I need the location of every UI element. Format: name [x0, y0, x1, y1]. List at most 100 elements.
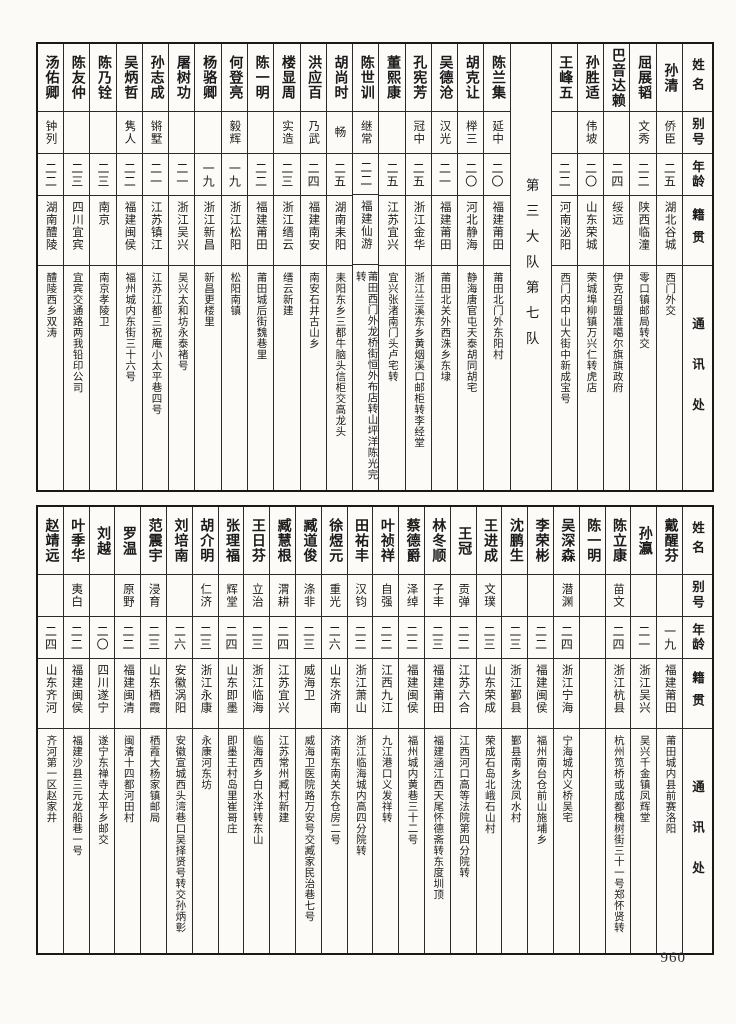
- person-name: 孔宪芳: [411, 55, 425, 100]
- person-age: 二四: [611, 162, 623, 188]
- person-name: 陈一明: [585, 518, 599, 563]
- person-address: 福州南台仓前山施埔乡: [535, 735, 547, 845]
- person-address: 缙云新建: [281, 272, 293, 316]
- person-alias: 畅: [333, 126, 345, 139]
- person-address: 福建涵江西天尾怀德斋转东度圳顶: [432, 735, 444, 900]
- person-name: 吴深森: [559, 518, 573, 563]
- person-column: 叶季华 夷白 二二 福建闽侯 福建沙县三元龙船巷一号: [63, 507, 89, 953]
- person-name: 孙瀛: [637, 526, 651, 556]
- person-column: 巴音达赖 二四 绥远 伊克召盟准噶尔旗旗政府: [603, 44, 629, 490]
- person-name: 陈友仲: [70, 55, 84, 100]
- person-name: 董熙康: [385, 55, 399, 100]
- person-native-place: 山东荣城: [584, 201, 596, 251]
- person-column: 臧慧根 渭耕 二四 江苏宜兴 江苏常州臧村新建: [269, 507, 295, 953]
- person-native-place: 浙江宁海: [560, 664, 572, 714]
- person-native-place: 江西九江: [380, 664, 392, 714]
- person-name: 胡尚时: [332, 55, 346, 100]
- person-address: 静海唐官屯天泰胡同胡宅: [465, 272, 477, 393]
- person-age: 二二: [70, 625, 82, 651]
- person-name: 林冬顺: [430, 518, 444, 563]
- person-name: 臧慧根: [276, 518, 290, 563]
- person-native-place: 浙江缙云: [281, 201, 293, 251]
- person-native-place: 江苏镇江: [149, 201, 161, 251]
- person-address: 宜兴张渚南门头卢宅转: [386, 272, 398, 382]
- person-address: 遂宁东禅寺太平乡邮交: [96, 735, 108, 845]
- header-column: 姓名 别号 年龄 籍贯 通讯处: [682, 44, 712, 490]
- person-name: 陈乃铨: [96, 55, 110, 100]
- person-column: 王峰五 二二 河南泌阳 西门内中山大街中新成宝号: [551, 44, 577, 490]
- person-address: 栖霞大杨家镇邮局: [148, 735, 160, 823]
- person-address: 莆田西门外龙桥街恒外布店转山坪洋陈光完转: [354, 271, 378, 490]
- person-column: 臧道俊 涤非 二三 威海卫 威海卫医院路万安号交臧家民治巷七号: [295, 507, 321, 953]
- person-column: 刘越 二〇 四川遂宁 遂宁东禅寺太平乡邮交: [89, 507, 115, 953]
- person-address: 威海卫医院路万安号交臧家民治巷七号: [303, 735, 315, 922]
- person-address: 莆田北关外西洙乡东埭: [439, 272, 451, 382]
- person-address: 即墨王村岛里崔哥庄: [225, 735, 237, 834]
- person-name: 楼显周: [280, 55, 294, 100]
- squad-divider-column: 第三大队第七队: [510, 44, 551, 490]
- person-alias: 苗文: [612, 583, 624, 608]
- person-age: 二二: [255, 162, 267, 188]
- person-name: 孙胜适: [584, 55, 598, 100]
- person-address: 新昌更楼里: [202, 272, 214, 327]
- person-age: 二三: [251, 625, 263, 651]
- person-age: 二四: [612, 625, 624, 651]
- person-alias: 侨臣: [663, 120, 675, 145]
- person-name: 巴音达赖: [610, 48, 624, 108]
- person-address: 莆田城内县前赛洛阳: [664, 735, 676, 834]
- person-age: 一九: [228, 162, 240, 188]
- person-native-place: 福建莆田: [254, 201, 266, 251]
- person-name: 胡介明: [198, 518, 212, 563]
- person-native-place: 江苏宜兴: [276, 664, 288, 714]
- person-name: 赵靖远: [43, 518, 57, 563]
- person-alias: 仁济: [199, 583, 211, 608]
- person-native-place: 湖北谷城: [663, 201, 675, 251]
- person-age: 一九: [202, 162, 214, 188]
- person-native-place: 福建莆田: [431, 664, 443, 714]
- person-alias: 泽绰: [406, 583, 418, 608]
- person-native-place: 浙江吴兴: [176, 201, 188, 251]
- person-alias: 延中: [491, 120, 503, 145]
- person-native-place: 南京: [97, 201, 109, 226]
- person-column: 屠树功 二一 浙江吴兴 吴兴太和坊永泰褚号: [168, 44, 194, 490]
- person-column: 吴德沧 汉光 二一 福建莆田 莆田北关外西洙乡东埭: [431, 44, 457, 490]
- person-address: 荣城埠柳镇万兴仁转虎店: [585, 272, 597, 393]
- person-address: 齐河第一区赵家井: [45, 735, 57, 823]
- person-native-place: 山东齐河: [44, 664, 56, 714]
- person-native-place: 绥远: [611, 201, 623, 226]
- person-column: 孔宪芳 冠中 二五 浙江金华 浙江兰溪东乡黄烟溪口邮柜转李经堂: [405, 44, 431, 490]
- person-age: 二一: [176, 162, 188, 188]
- person-native-place: 福建闽侯: [405, 664, 417, 714]
- person-column: 孙瀛 二一 浙江吴兴 吴兴千金镇凤辉堂: [630, 507, 656, 953]
- person-name: 陈立康: [611, 518, 625, 563]
- person-address: 安徽宣城西头湾巷口吴择贤号转交孙炳彰: [174, 735, 186, 933]
- person-age: 二三: [97, 162, 109, 188]
- person-column: 杨骆卿 一九 浙江新昌 新昌更楼里: [194, 44, 220, 490]
- person-name: 刘培南: [172, 518, 186, 563]
- person-name: 戴醒芬: [663, 518, 677, 563]
- person-age: 二二: [45, 162, 57, 188]
- person-name: 杨骆卿: [201, 55, 215, 100]
- person-native-place: 浙江新昌: [202, 201, 214, 251]
- person-column: 李荣彬 二二 福建闽侯 福州南台仓前山施埔乡: [527, 507, 553, 953]
- person-age: 一九: [664, 625, 676, 651]
- person-native-place: 河北静海: [465, 201, 477, 251]
- person-name: 王进成: [482, 518, 496, 563]
- person-address: 福建沙县三元龙船巷一号: [70, 735, 82, 856]
- person-column: 胡克让 榉三 二〇 河北静海 静海唐官屯天泰胡同胡宅: [457, 44, 483, 490]
- person-name: 蔡德爵: [405, 518, 419, 563]
- person-native-place: 福建莆田: [438, 201, 450, 251]
- person-alias: 伟坡: [585, 120, 597, 145]
- person-age: 二三: [431, 625, 443, 651]
- scanned-page: 姓名 别号 年龄 籍贯 通讯处 孙清 侨臣 二五 湖北谷城 西门外交 屈展韬 文…: [0, 0, 736, 1024]
- person-column: 罗温 原野 二二 福建闽清 闽清十四都河田村: [114, 507, 140, 953]
- person-name: 沈鹏生: [508, 518, 522, 563]
- person-column: 吴深森 潜渊 二四 浙江宁海 宁海城内义桥吴宅: [553, 507, 579, 953]
- person-age: 二六: [328, 625, 340, 651]
- person-column: 陈一明: [579, 507, 605, 953]
- squad-divider-label: 第三大队第七队: [521, 178, 541, 357]
- person-native-place: 山东栖霞: [147, 664, 159, 714]
- person-age: 二三: [148, 625, 160, 651]
- person-address: 莆田北门外东阳村: [491, 272, 503, 360]
- person-column: 陈世训 继常 二二 福建仙游 莆田西门外龙桥街恒外布店转山坪洋陈光完转: [352, 44, 378, 490]
